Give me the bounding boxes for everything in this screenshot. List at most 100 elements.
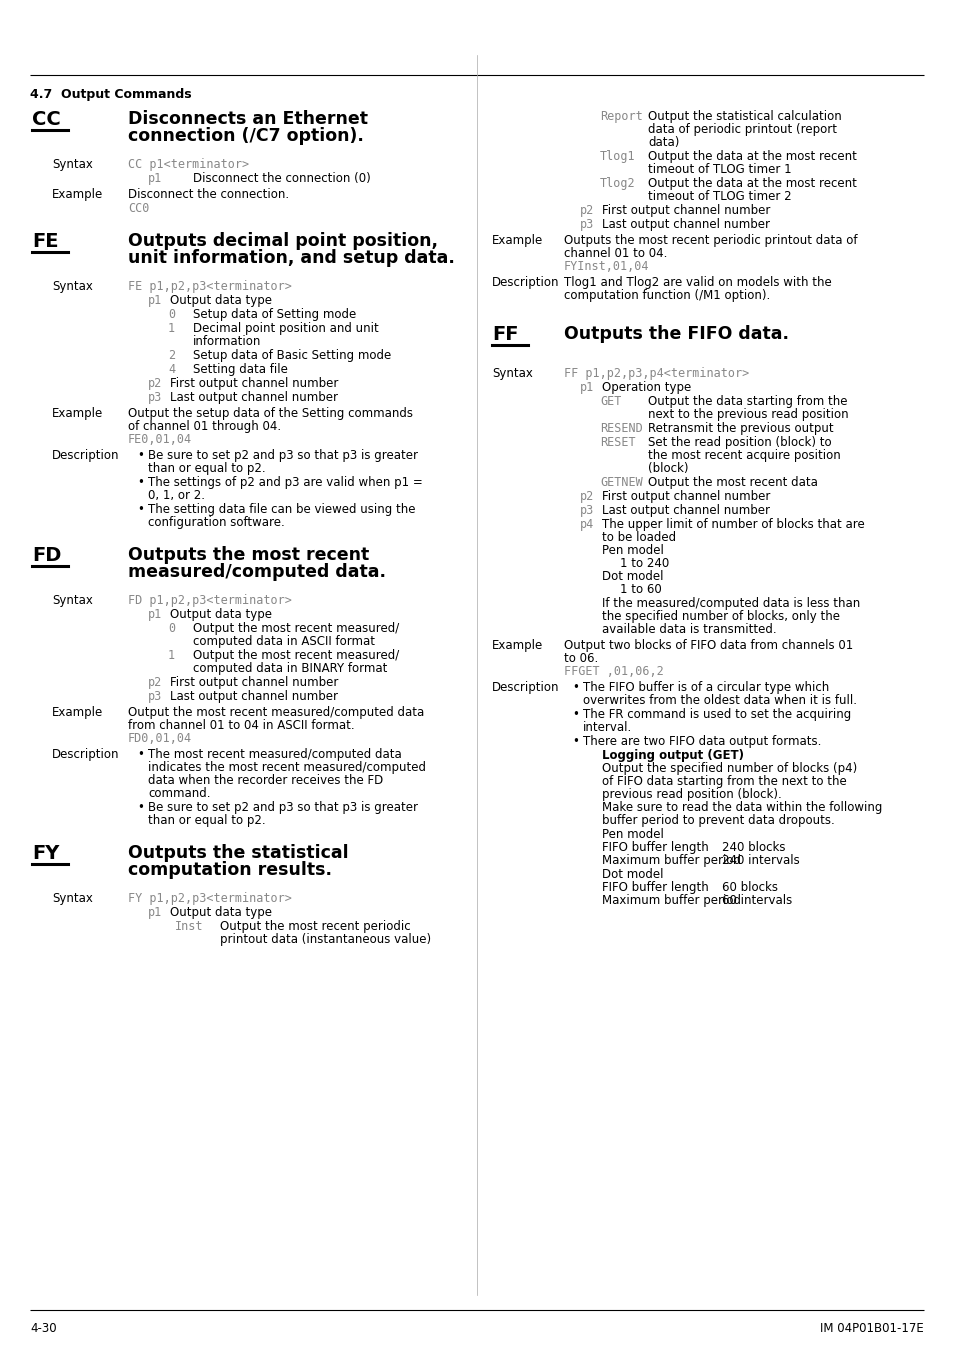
Text: Example: Example [52, 706, 103, 720]
Text: The most recent measured/computed data: The most recent measured/computed data [148, 748, 401, 761]
Text: •: • [572, 707, 578, 721]
Text: p3: p3 [148, 392, 162, 404]
Text: Example: Example [492, 639, 542, 652]
Text: computed data in BINARY format: computed data in BINARY format [193, 662, 387, 675]
Text: p1: p1 [148, 294, 162, 306]
Text: FD: FD [32, 545, 61, 566]
Text: Example: Example [492, 234, 542, 247]
Text: Disconnects an Ethernet: Disconnects an Ethernet [128, 109, 368, 128]
Text: Setting data file: Setting data file [193, 363, 288, 377]
Text: RESET: RESET [599, 436, 635, 450]
Text: FY: FY [32, 844, 59, 863]
Text: FD p1,p2,p3<terminator>: FD p1,p2,p3<terminator> [128, 594, 292, 608]
Text: computation results.: computation results. [128, 861, 332, 879]
Text: data): data) [647, 136, 679, 148]
Text: The upper limit of number of blocks that are: The upper limit of number of blocks that… [601, 518, 863, 531]
Text: unit information, and setup data.: unit information, and setup data. [128, 248, 455, 267]
Text: Outputs decimal point position,: Outputs decimal point position, [128, 232, 437, 250]
Text: Outputs the most recent: Outputs the most recent [128, 545, 369, 564]
Text: configuration software.: configuration software. [148, 516, 284, 529]
Text: The FR command is used to set the acquiring: The FR command is used to set the acquir… [582, 707, 850, 721]
Text: First output channel number: First output channel number [601, 490, 770, 504]
Text: FD0,01,04: FD0,01,04 [128, 732, 192, 745]
Text: Tlog2: Tlog2 [599, 177, 635, 190]
Text: •: • [137, 477, 144, 489]
Text: Be sure to set p2 and p3 so that p3 is greater: Be sure to set p2 and p3 so that p3 is g… [148, 801, 417, 814]
Text: Outputs the statistical: Outputs the statistical [128, 844, 348, 863]
Text: previous read position (block).: previous read position (block). [601, 788, 781, 801]
Text: FE p1,p2,p3<terminator>: FE p1,p2,p3<terminator> [128, 279, 292, 293]
Text: 1 to 240: 1 to 240 [619, 558, 669, 570]
Text: The FIFO buffer is of a circular type which: The FIFO buffer is of a circular type wh… [582, 680, 828, 694]
Text: •: • [137, 748, 144, 761]
Text: computation function (/M1 option).: computation function (/M1 option). [563, 289, 769, 302]
Text: Description: Description [52, 450, 119, 462]
Text: 0, 1, or 2.: 0, 1, or 2. [148, 489, 205, 502]
Text: Last output channel number: Last output channel number [170, 392, 337, 404]
Text: Pen model: Pen model [601, 544, 663, 558]
Text: FYInst,01,04: FYInst,01,04 [563, 261, 649, 273]
Text: There are two FIFO data output formats.: There are two FIFO data output formats. [582, 734, 821, 748]
Text: Output data type: Output data type [170, 906, 272, 919]
Text: timeout of TLOG timer 1: timeout of TLOG timer 1 [647, 163, 791, 176]
Text: p2: p2 [148, 377, 162, 390]
Text: First output channel number: First output channel number [601, 204, 770, 217]
Text: overwrites from the oldest data when it is full.: overwrites from the oldest data when it … [582, 694, 856, 707]
Text: Output the data starting from the: Output the data starting from the [647, 396, 846, 408]
Text: Output data type: Output data type [170, 608, 272, 621]
Text: 1: 1 [168, 323, 175, 335]
Text: FF p1,p2,p3,p4<terminator>: FF p1,p2,p3,p4<terminator> [563, 367, 748, 379]
Text: FY p1,p2,p3<terminator>: FY p1,p2,p3<terminator> [128, 892, 292, 904]
Text: measured/computed data.: measured/computed data. [128, 563, 386, 580]
Text: 240 blocks: 240 blocks [721, 841, 784, 855]
Text: Output the setup data of the Setting commands: Output the setup data of the Setting com… [128, 406, 413, 420]
Text: FE0,01,04: FE0,01,04 [128, 433, 192, 446]
Text: 4: 4 [168, 363, 175, 377]
Text: Retransmit the previous output: Retransmit the previous output [647, 423, 833, 435]
Text: of channel 01 through 04.: of channel 01 through 04. [128, 420, 281, 433]
Text: interval.: interval. [582, 721, 632, 734]
Text: FIFO buffer length: FIFO buffer length [601, 882, 708, 894]
Text: Output the specified number of blocks (p4): Output the specified number of blocks (p… [601, 761, 857, 775]
Text: 0: 0 [168, 308, 175, 321]
Text: p1: p1 [579, 381, 594, 394]
Text: Maximum buffer period: Maximum buffer period [601, 894, 740, 907]
Text: •: • [137, 801, 144, 814]
Text: Disconnect the connection.: Disconnect the connection. [128, 188, 289, 201]
Text: Description: Description [52, 748, 119, 761]
Text: Logging output (GET): Logging output (GET) [601, 749, 743, 761]
Text: the most recent acquire position: the most recent acquire position [647, 450, 840, 462]
Text: Pen model: Pen model [601, 828, 663, 841]
Text: Last output channel number: Last output channel number [601, 217, 769, 231]
Text: p2: p2 [148, 676, 162, 688]
Text: 60 blocks: 60 blocks [721, 882, 778, 894]
Text: Output the most recent measured/computed data: Output the most recent measured/computed… [128, 706, 424, 720]
Text: 1: 1 [168, 649, 175, 662]
Text: First output channel number: First output channel number [170, 676, 338, 688]
Text: channel 01 to 04.: channel 01 to 04. [563, 247, 667, 261]
Text: Operation type: Operation type [601, 381, 691, 394]
Text: Dot model: Dot model [601, 868, 662, 882]
Text: 0: 0 [168, 622, 175, 634]
Text: connection (/C7 option).: connection (/C7 option). [128, 127, 363, 144]
Text: CC p1<terminator>: CC p1<terminator> [128, 158, 249, 171]
Text: Dot model: Dot model [601, 570, 662, 583]
Text: Set the read position (block) to: Set the read position (block) to [647, 436, 831, 450]
Text: Tlog1: Tlog1 [599, 150, 635, 163]
Text: p1: p1 [148, 608, 162, 621]
Text: Maximum buffer period: Maximum buffer period [601, 855, 740, 867]
Text: Syntax: Syntax [52, 279, 92, 293]
Text: FFGET ,01,06,2: FFGET ,01,06,2 [563, 666, 663, 678]
Text: (block): (block) [647, 462, 688, 475]
Text: GETNEW: GETNEW [599, 477, 642, 489]
Text: next to the previous read position: next to the previous read position [647, 408, 848, 421]
Text: buffer period to prevent data dropouts.: buffer period to prevent data dropouts. [601, 814, 834, 828]
Text: CC0: CC0 [128, 202, 150, 215]
Text: Output two blocks of FIFO data from channels 01: Output two blocks of FIFO data from chan… [563, 639, 852, 652]
Text: to 06.: to 06. [563, 652, 598, 666]
Text: GET: GET [599, 396, 620, 408]
Text: Last output channel number: Last output channel number [170, 690, 337, 703]
Text: p3: p3 [579, 504, 594, 517]
Text: Output the statistical calculation: Output the statistical calculation [647, 109, 841, 123]
Text: than or equal to p2.: than or equal to p2. [148, 462, 265, 475]
